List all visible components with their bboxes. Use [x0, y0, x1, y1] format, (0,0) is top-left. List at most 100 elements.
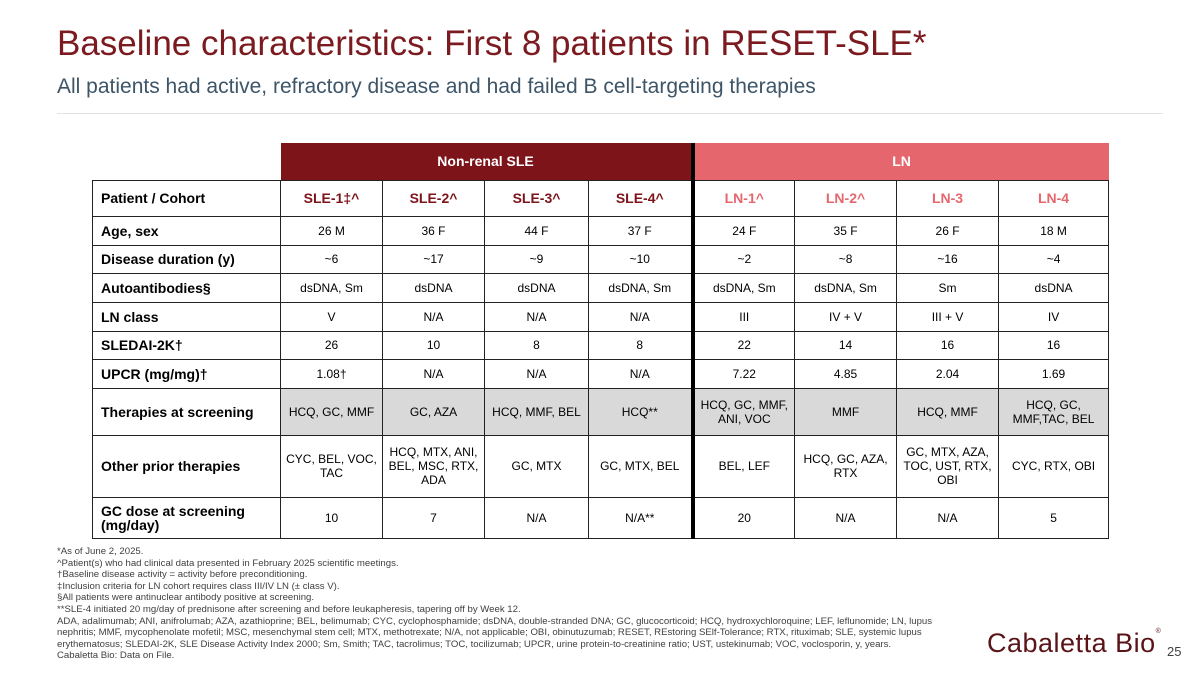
table-cell: dsDNA, Sm [690, 272, 796, 303]
table-cell: N/A [484, 301, 589, 332]
row-label: Age, sex [92, 215, 281, 246]
footnote: ADA, adalimumab; ANI, anifrolumab; AZA, … [57, 615, 933, 650]
table-cell: ~9 [484, 244, 589, 274]
row-label: SLEDAI-2K† [92, 330, 281, 360]
footnote: *As of June 2, 2025. [57, 546, 144, 557]
table-cell: N/A [896, 496, 1000, 539]
table-row: Age, sex 26 M 36 F 44 F 37 F 24 F 35 F 26 F 18 M [92, 215, 1110, 246]
table-cell: GC, MTX [484, 434, 589, 498]
table-cell: ~16 [896, 244, 1000, 274]
table-row: Therapies at screening HCQ, GC, MMF GC, AZ… [92, 387, 1110, 436]
table-cell: 2.04 [896, 358, 1000, 389]
row-label: Therapies at screening [92, 387, 281, 436]
table-cell: III [690, 301, 796, 332]
table-cell: dsDNA, Sm [280, 272, 383, 303]
table-cell: 7 [382, 496, 485, 539]
patient-id: SLE-4^ [587, 179, 694, 217]
table-cell: 8 [587, 330, 694, 360]
table-cell: 44 F [484, 215, 589, 246]
table-cell: 8 [484, 330, 589, 360]
table-cell: dsDNA, Sm [794, 272, 898, 303]
table-cell: ~2 [690, 244, 796, 274]
table-cell: IV + V [794, 301, 898, 332]
table-cell: 24 F [690, 215, 796, 246]
table-cell: HCQ, MMF [896, 387, 1000, 436]
table-cell: N/A [587, 358, 694, 389]
row-label: Other prior therapies [92, 434, 281, 498]
table-cell: HCQ, GC, MMF [280, 387, 383, 436]
group-header-non-renal: Non-renal SLE [280, 143, 693, 180]
table-cell: N/A [484, 358, 589, 389]
table-cell: ~4 [998, 244, 1110, 274]
divider [57, 113, 1163, 114]
table-cell: dsDNA [382, 272, 485, 303]
table-cell: 22 [690, 330, 796, 360]
table-cell: 36 F [382, 215, 485, 246]
footnote: ‡Inclusion criteria for LN cohort requir… [57, 580, 340, 592]
table-cell: 26 F [896, 215, 1000, 246]
table-cell: HCQ, GC, AZA, RTX [794, 434, 898, 498]
table-cell: 20 [690, 496, 796, 539]
table-cell: N/A [794, 496, 898, 539]
blank-cell [92, 143, 281, 180]
table-cell: BEL, LEF [690, 434, 796, 498]
table-cell: III + V [896, 301, 1000, 332]
table-cell: N/A [382, 358, 485, 389]
table-row: Disease duration (y) ~6 ~17 ~9 ~10 ~2 ~8 ~16 ~4 [92, 244, 1110, 274]
row-label: UPCR (mg/mg)† [92, 358, 281, 389]
group-header-ln: LN [690, 143, 1109, 180]
cabaletta-bio-logo: Cabaletta Bio® [987, 628, 1162, 658]
table-cell: 16 [896, 330, 1000, 360]
footnote: §All patients were antinuclear antibody … [57, 592, 315, 604]
table-cell: N/A [382, 301, 485, 332]
patient-id: LN-4 [998, 179, 1110, 217]
table-cell: 1.69 [998, 358, 1110, 389]
table-cell: HCQ, MMF, BEL [484, 387, 589, 436]
table-cell: N/A [484, 496, 589, 539]
baseline-table: Non-renal SLE LN Patient / Cohort SLE-1‡… [92, 143, 1110, 539]
table-cell: dsDNA [484, 272, 589, 303]
table-cell: 1.08† [280, 358, 383, 389]
table-cell: 10 [382, 330, 485, 360]
table-cell: Sm [896, 272, 1000, 303]
table-cell: N/A [587, 301, 694, 332]
table-cell: 18 M [998, 215, 1110, 246]
table-cell: 37 F [587, 215, 694, 246]
footnote: ^Patient(s) who had clinical data presen… [57, 557, 399, 569]
page-subtitle: All patients had active, refractory dise… [57, 75, 816, 98]
table-cell: GC, AZA [382, 387, 485, 436]
page-number: 25 [1167, 644, 1182, 659]
table-cell: 35 F [794, 215, 898, 246]
table-cell: GC, MTX, AZA, TOC, UST, RTX, OBI [896, 434, 1000, 498]
table-cell: 26 [280, 330, 383, 360]
table-cell: 5 [998, 496, 1110, 539]
patient-id: LN-2^ [794, 179, 898, 217]
row-label: GC dose at screening (mg/day) [92, 496, 281, 539]
row-label: Patient / Cohort [92, 179, 281, 217]
patient-id: LN-3 [896, 179, 1000, 217]
row-label: LN class [92, 301, 281, 332]
table-cell: dsDNA [998, 272, 1110, 303]
table-cell: 26 M [280, 215, 383, 246]
footnote: †Baseline disease activity = activity be… [57, 569, 308, 581]
table-cell: 7.22 [690, 358, 796, 389]
row-label: Autoantibodies§ [92, 272, 281, 303]
table-cell: ~10 [587, 244, 694, 274]
table-cell: HCQ, MTX, ANI, BEL, MSC, RTX, ADA [382, 434, 485, 498]
table-cell: ~17 [382, 244, 485, 274]
table-row: GC dose at screening (mg/day) 10 7 N/A N/A**… [92, 496, 1110, 539]
patient-id: SLE-1‡^ [280, 179, 383, 217]
table-cell: 16 [998, 330, 1110, 360]
page-title: Baseline characteristics: First 8 patien… [57, 24, 927, 63]
row-label: Disease duration (y) [92, 244, 281, 274]
table-row: Autoantibodies§ dsDNA, Sm dsDNA dsDNA dsDNA,… [92, 272, 1110, 303]
table-cell: HCQ, GC, MMF,TAC, BEL [998, 387, 1110, 436]
table-cell: MMF [794, 387, 898, 436]
table-cell: ~8 [794, 244, 898, 274]
table-cell: 10 [280, 496, 383, 539]
table-cell: 14 [794, 330, 898, 360]
table-cell: HCQ, GC, MMF, ANI, VOC [690, 387, 796, 436]
patient-id: SLE-2^ [382, 179, 485, 217]
table-row: LN class V N/A N/A N/A III IV + V III + V IV [92, 301, 1110, 332]
table-cell: HCQ** [587, 387, 694, 436]
